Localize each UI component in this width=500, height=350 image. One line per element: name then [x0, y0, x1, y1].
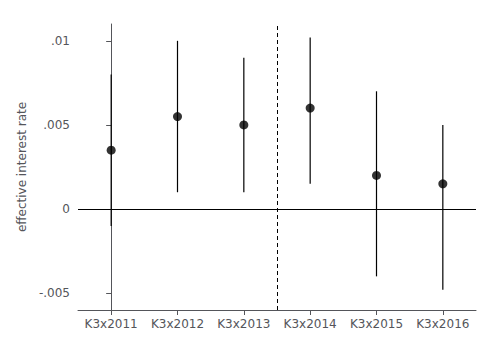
svg-text:K3x2014: K3x2014 [284, 317, 337, 331]
svg-text:K3x2016: K3x2016 [416, 317, 469, 331]
svg-text:K3x2015: K3x2015 [350, 317, 403, 331]
svg-text:0: 0 [62, 202, 70, 216]
svg-text:K3x2011: K3x2011 [85, 317, 138, 331]
svg-text:K3x2012: K3x2012 [151, 317, 204, 331]
svg-text:effective interest rate: effective interest rate [15, 102, 29, 232]
svg-text:-.005: -.005 [39, 286, 70, 300]
svg-text:.005: .005 [43, 118, 70, 132]
svg-text:.01: .01 [51, 34, 70, 48]
svg-text:K3x2013: K3x2013 [217, 317, 270, 331]
